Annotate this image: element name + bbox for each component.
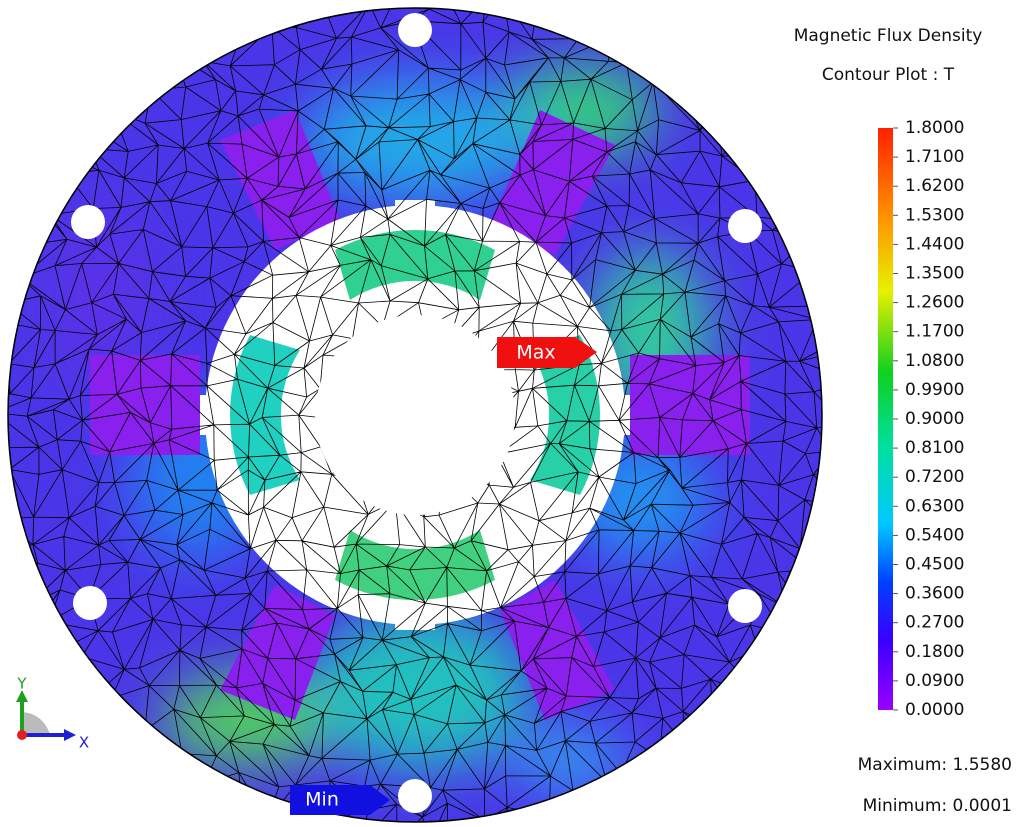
max-label: Max	[516, 342, 555, 364]
legend-tick-label: 0.1800	[905, 642, 964, 662]
legend-tick-label: 0.4500	[905, 555, 964, 575]
legend-ticks: 1.8000 1.7100 1.6200 1.5300 1.4400 1.3500 1.26…	[893, 118, 964, 720]
legend-tick-label: 1.5300	[905, 205, 964, 225]
legend-tick-label: 1.2600	[905, 293, 964, 313]
min-label: Min	[305, 789, 339, 811]
maximum-value: Maximum: 1.5580	[858, 755, 1012, 775]
legend-tick-label: 0.3600	[905, 584, 964, 604]
legend-tick-label: 0.7200	[905, 467, 964, 487]
legend-tick-label: 0.0900	[905, 671, 964, 691]
legend-tick-label: 1.6200	[905, 176, 964, 196]
legend-tick-label: 1.4400	[905, 234, 964, 254]
plot-subtitle: Contour Plot : T	[822, 65, 955, 85]
legend-tick-label: 0.2700	[905, 613, 964, 633]
legend-tick-label: 1.0800	[905, 351, 964, 371]
legend-tick-label: 1.3500	[905, 264, 964, 284]
plot-title: Magnetic Flux Density	[794, 26, 983, 46]
legend-tick-label: 0.9900	[905, 380, 964, 400]
legend-tick-label: 0.8100	[905, 438, 964, 458]
x-axis-label: X	[79, 734, 89, 752]
legend-tick-label: 0.0000	[905, 700, 964, 720]
y-axis-label: Y	[16, 675, 27, 693]
legend-tick-label: 0.5400	[905, 525, 964, 545]
min-marker: Min	[290, 785, 390, 815]
axis-triad: Y X	[16, 675, 89, 752]
legend-tick-label: 0.6300	[905, 496, 964, 516]
screen: Max Min Y X Magnetic Flux Density Contou…	[0, 0, 1017, 823]
legend-tick-label: 0.9000	[905, 409, 964, 429]
color-bar	[878, 128, 893, 710]
legend-tick-label: 1.1700	[905, 322, 964, 342]
legend-tick-label: 1.8000	[905, 118, 964, 138]
fem-model	[0, 0, 850, 823]
legend-tick-label: 1.7100	[905, 147, 964, 167]
minimum-value: Minimum: 0.0001	[863, 796, 1012, 816]
